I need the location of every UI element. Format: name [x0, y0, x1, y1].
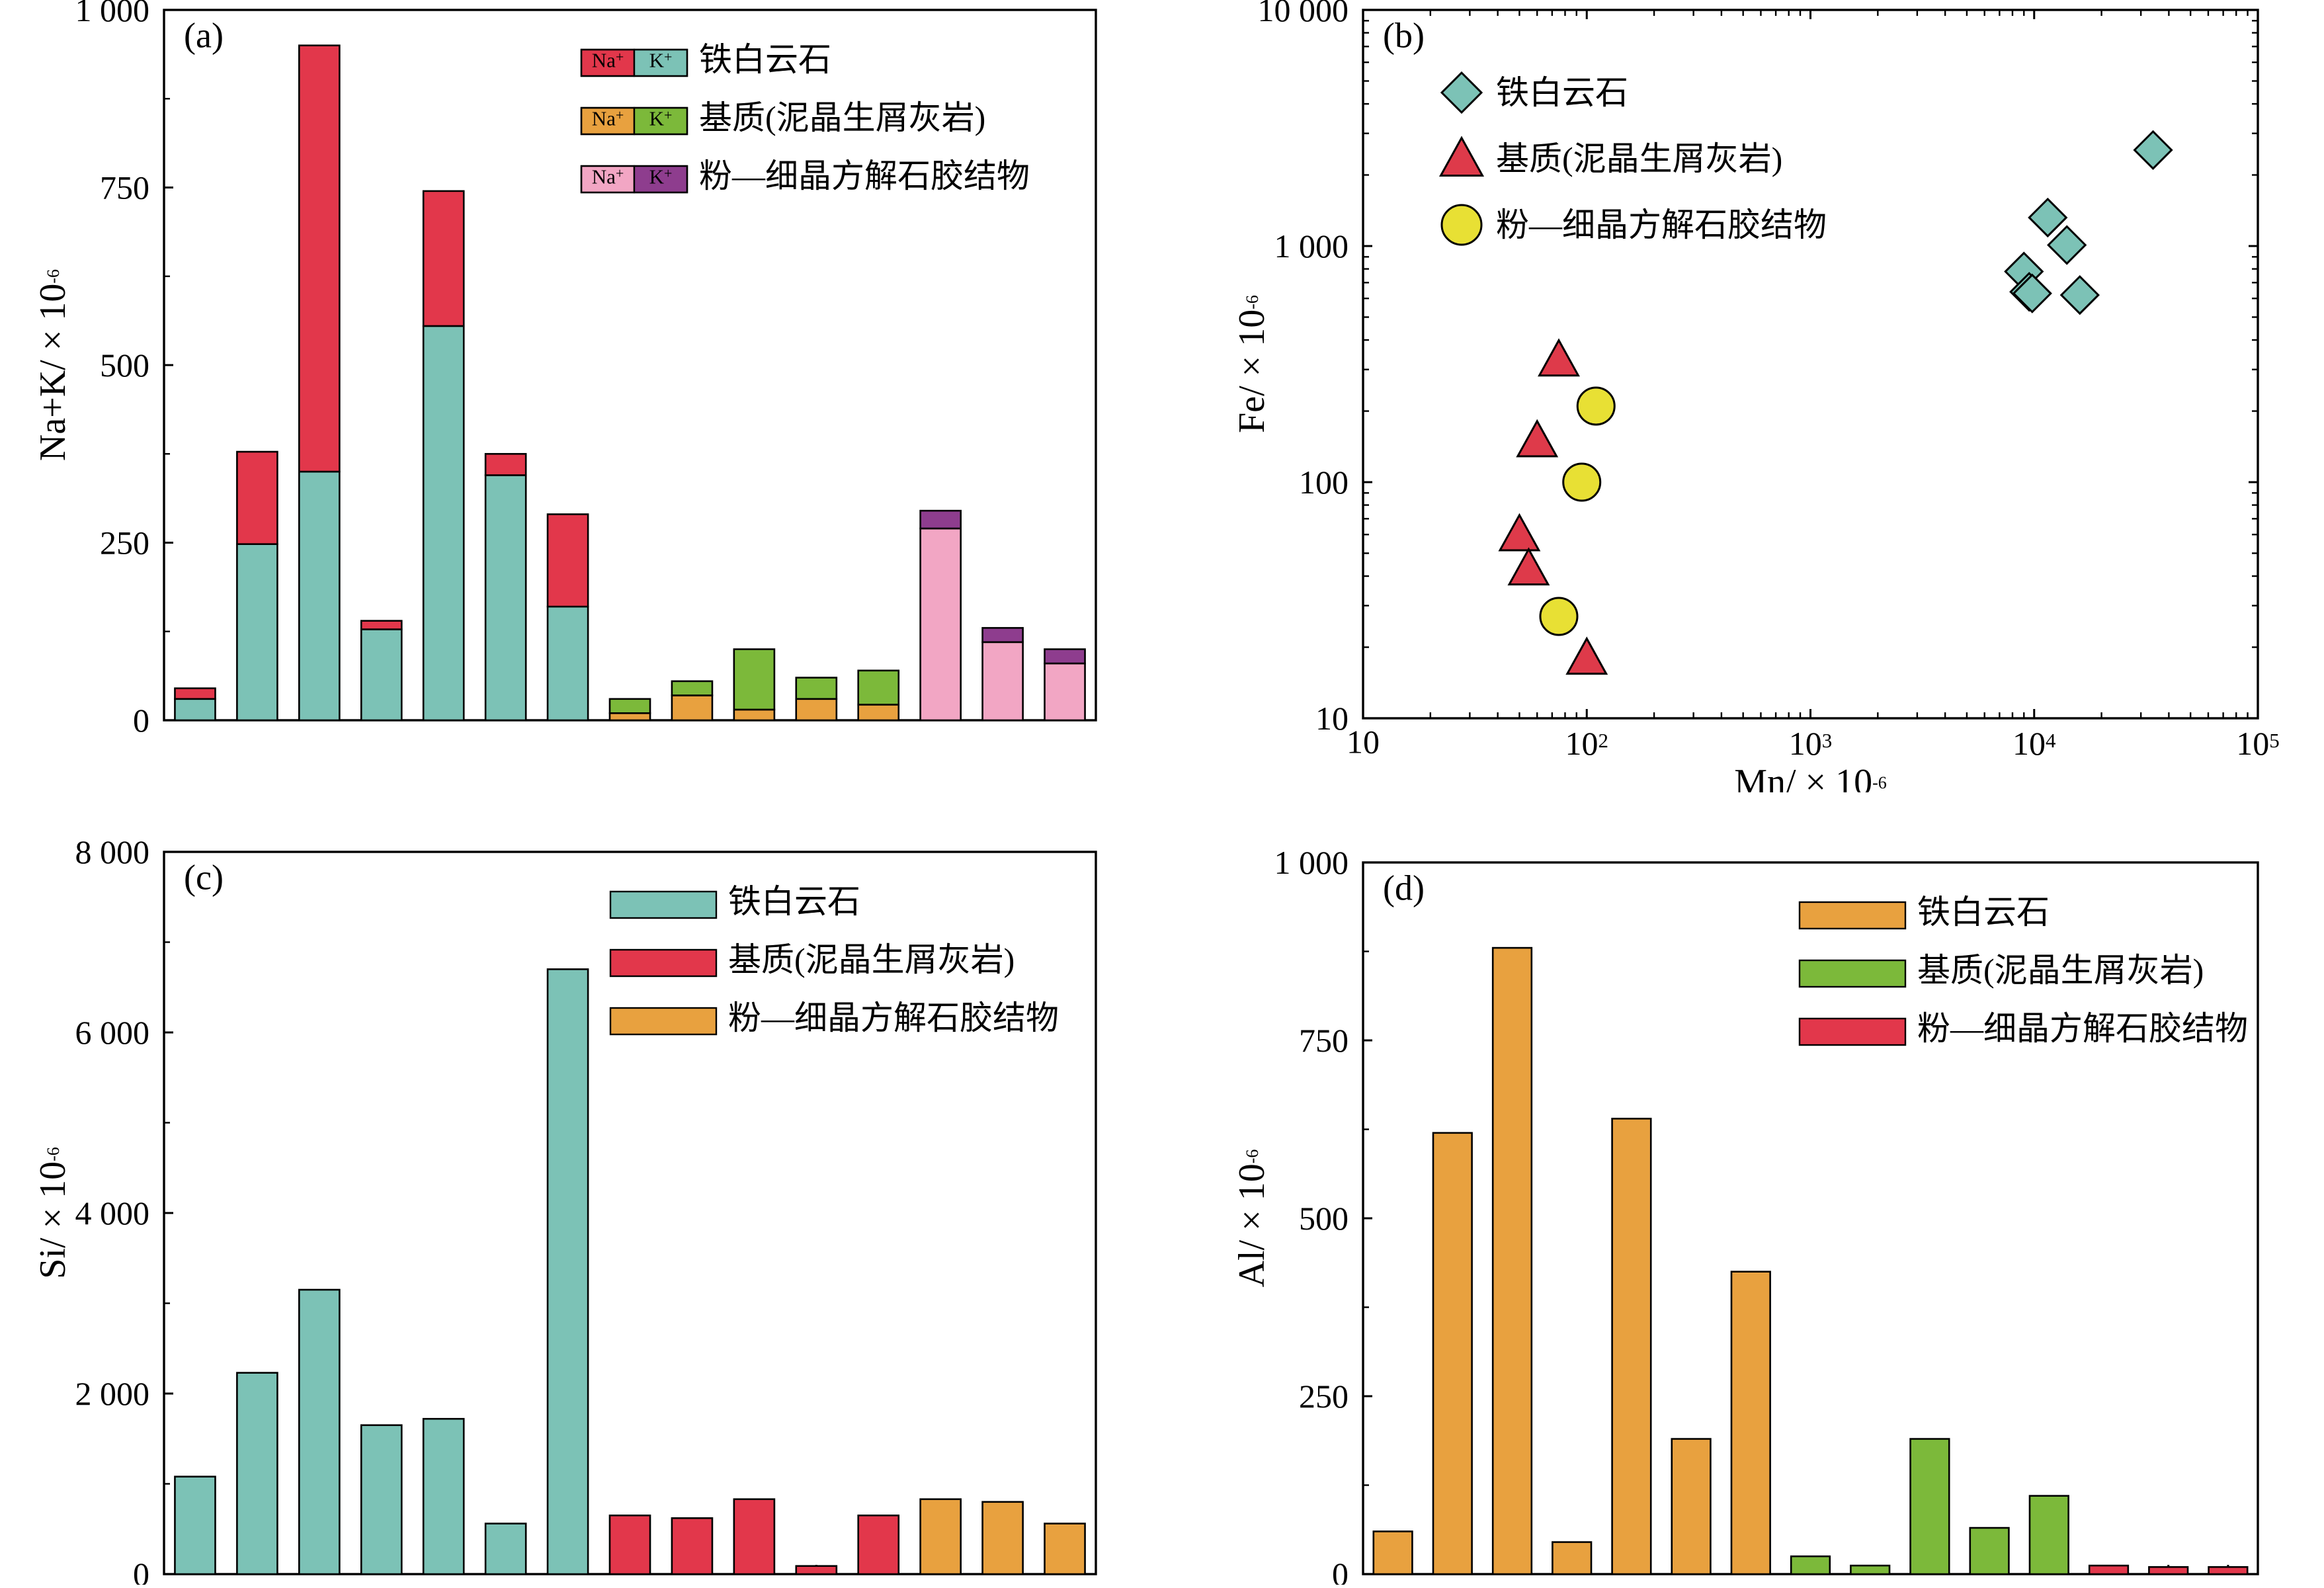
svg-text:Mn/ × 10-6: Mn/ × 10-6 [1734, 762, 1887, 792]
svg-text:103: 103 [1789, 725, 1833, 762]
svg-text:基质(泥晶生屑灰岩): 基质(泥晶生屑灰岩) [728, 941, 1015, 978]
svg-text:750: 750 [1299, 1022, 1349, 1059]
svg-text:6 000: 6 000 [75, 1014, 150, 1051]
svg-text:0: 0 [133, 1556, 149, 1585]
svg-text:Fe/ × 10-6: Fe/ × 10-6 [1231, 295, 1272, 433]
svg-text:500: 500 [1299, 1200, 1349, 1237]
svg-text:(c): (c) [184, 858, 224, 898]
svg-text:4 000: 4 000 [75, 1194, 150, 1232]
svg-text:10 000: 10 000 [1258, 0, 1349, 28]
svg-text:铁白云石: 铁白云石 [1496, 74, 1628, 111]
svg-text:104: 104 [2013, 725, 2056, 762]
svg-text:1 000: 1 000 [1274, 228, 1349, 265]
svg-text:750: 750 [100, 169, 149, 206]
svg-text:粉—细晶方解石胶结物: 粉—细晶方解石胶结物 [699, 157, 1030, 194]
svg-text:10: 10 [1347, 724, 1380, 761]
svg-text:102: 102 [1565, 725, 1609, 762]
svg-text:1 000: 1 000 [75, 0, 150, 28]
svg-text:Na+K/ × 10-6: Na+K/ × 10-6 [32, 269, 73, 461]
svg-text:铁白云石: 铁白云石 [728, 883, 860, 920]
svg-text:500: 500 [100, 347, 149, 384]
svg-text:铁白云石: 铁白云石 [699, 41, 831, 78]
svg-text:粉—细晶方解石胶结物: 粉—细晶方解石胶结物 [728, 999, 1059, 1036]
svg-text:Al/ × 10-6: Al/ × 10-6 [1231, 1149, 1272, 1288]
svg-text:250: 250 [100, 524, 149, 562]
svg-text:粉—细晶方解石胶结物: 粉—细晶方解石胶结物 [1496, 206, 1827, 243]
svg-text:100: 100 [1299, 464, 1349, 501]
svg-text:250: 250 [1299, 1378, 1349, 1415]
svg-text:0: 0 [133, 702, 149, 739]
svg-text:(b): (b) [1383, 16, 1425, 56]
svg-text:0: 0 [1332, 1556, 1349, 1585]
svg-text:粉—细晶方解石胶结物: 粉—细晶方解石胶结物 [1917, 1010, 2248, 1047]
svg-text:2 000: 2 000 [75, 1375, 150, 1412]
svg-text:(a): (a) [184, 16, 224, 56]
svg-text:基质(泥晶生屑灰岩): 基质(泥晶生屑灰岩) [1917, 952, 2204, 989]
svg-text:铁白云石: 铁白云石 [1917, 894, 2050, 931]
svg-text:105: 105 [2236, 725, 2280, 762]
svg-text:基质(泥晶生屑灰岩): 基质(泥晶生屑灰岩) [699, 99, 985, 136]
svg-text:(d): (d) [1383, 868, 1425, 908]
svg-text:10: 10 [1315, 700, 1349, 737]
svg-text:基质(泥晶生屑灰岩): 基质(泥晶生屑灰岩) [1496, 140, 1782, 177]
svg-text:1 000: 1 000 [1274, 844, 1349, 881]
svg-text:8 000: 8 000 [75, 833, 150, 870]
svg-text:Si/ × 10-6: Si/ × 10-6 [32, 1147, 73, 1279]
